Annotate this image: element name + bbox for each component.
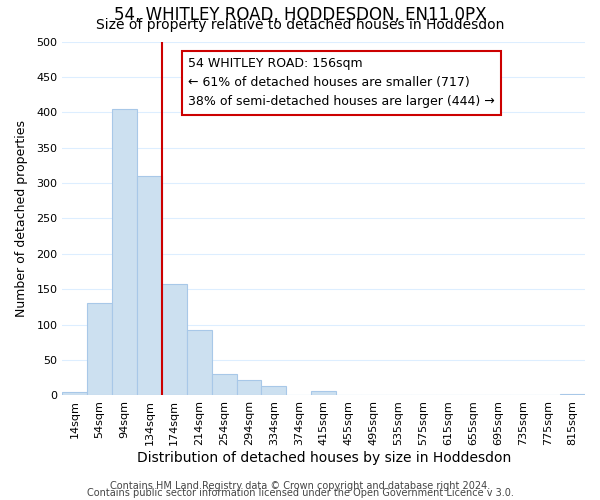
Text: 54 WHITLEY ROAD: 156sqm
← 61% of detached houses are smaller (717)
38% of semi-d: 54 WHITLEY ROAD: 156sqm ← 61% of detache… [188,58,494,108]
Bar [311,391,336,396]
Text: Contains public sector information licensed under the Open Government Licence v : Contains public sector information licen… [86,488,514,498]
Bar [137,176,162,396]
Bar [187,330,212,396]
X-axis label: Distribution of detached houses by size in Hoddesdon: Distribution of detached houses by size … [137,451,511,465]
Text: Contains HM Land Registry data © Crown copyright and database right 2024.: Contains HM Land Registry data © Crown c… [110,481,490,491]
Text: 54, WHITLEY ROAD, HODDESDON, EN11 0PX: 54, WHITLEY ROAD, HODDESDON, EN11 0PX [114,6,486,25]
Bar [560,394,585,396]
Bar [112,109,137,396]
Bar [236,380,262,396]
Bar [162,284,187,396]
Bar [262,386,286,396]
Text: Size of property relative to detached houses in Hoddesdon: Size of property relative to detached ho… [96,18,504,32]
Bar [87,304,112,396]
Bar [62,392,87,396]
Bar [212,374,236,396]
Y-axis label: Number of detached properties: Number of detached properties [15,120,28,317]
